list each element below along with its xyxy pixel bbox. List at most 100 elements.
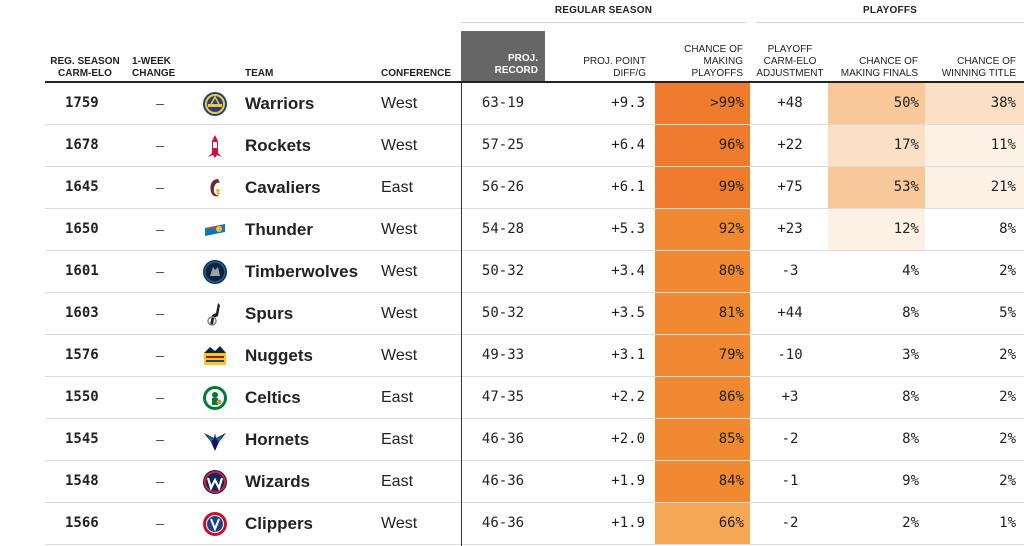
table-row[interactable]: 1548 – Wizards East 46-36 +1.9 84% -1 9% 2%: [45, 461, 1024, 503]
proj-diff-cell: +2.2: [611, 389, 645, 405]
playoff-adj-cell: +44: [777, 305, 803, 321]
timberwolves-logo: [202, 259, 228, 285]
col-header-team[interactable]: TEAM: [245, 30, 325, 80]
col-header-reg-elo-line1: REG. SEASON: [50, 56, 120, 67]
team-name: Celtics: [245, 388, 301, 407]
team-name: Timberwolves: [245, 262, 359, 281]
col-header-win-title[interactable]: CHANCE OF WINNING TITLE: [925, 30, 1016, 80]
proj-record-cell: 47-35: [481, 389, 525, 405]
proj-record-cell: 63-19: [481, 95, 525, 111]
make-finals-cell: 4%: [902, 263, 919, 279]
playoffs-cell-background: [655, 419, 750, 460]
week-change-cell: –: [156, 389, 164, 405]
team-name: Spurs: [245, 304, 294, 323]
make-finals-cell: 8%: [902, 305, 919, 321]
win-title-cell: 38%: [990, 95, 1016, 111]
playoffs-cell-background: [655, 209, 750, 250]
proj-diff-cell: +3.5: [611, 305, 645, 321]
table-row[interactable]: 1550 – Celtics East 47-35 +2.2 86% +3 8% 2%: [45, 377, 1024, 419]
make-finals-cell: 8%: [902, 389, 919, 405]
spurs-logo: [202, 301, 228, 327]
reg-elo-cell: 1601: [65, 263, 99, 279]
col-header-week-change[interactable]: 1-WEEK CHANGE: [132, 30, 192, 80]
reg-elo-cell: 1550: [65, 389, 99, 405]
col-header-proj-diff-line1: PROJ. POINT: [583, 56, 646, 67]
playoffs-cell-background: [655, 293, 750, 334]
proj-diff-cell: +9.3: [611, 95, 645, 111]
conference-cell: West: [381, 515, 418, 532]
playoff-adj-cell: +48: [777, 95, 803, 111]
week-change-cell: –: [156, 137, 164, 153]
reg-elo-cell: 1548: [65, 473, 99, 489]
conference-cell: East: [381, 431, 414, 448]
team-name: Wizards: [245, 472, 311, 491]
col-header-win-title-line1: CHANCE OF: [957, 56, 1016, 67]
col-header-team-line1: TEAM: [245, 68, 274, 79]
col-header-win-title-line2: WINNING TITLE: [941, 68, 1016, 79]
week-change-cell: –: [156, 221, 164, 237]
conference-cell: West: [381, 263, 418, 280]
title-cell-background: [925, 167, 1024, 208]
playoff-adj-cell: -1: [781, 473, 799, 489]
col-header-week-change-line2: CHANGE: [132, 68, 176, 79]
table-row[interactable]: 1678 – Rockets West 57-25 +6.4 96% +22 17% 11%: [45, 125, 1024, 167]
table-row[interactable]: 1601 – Timberwolves West 50-32 +3.4 80% -3 4% 2%: [45, 251, 1024, 293]
make-finals-cell: 12%: [893, 221, 919, 237]
playoffs-cell-background: [655, 377, 750, 418]
conference-cell: East: [381, 389, 414, 406]
playoff-adj-cell: +23: [777, 221, 803, 237]
wizards-logo: [202, 469, 228, 495]
proj-record-cell: 50-32: [481, 263, 525, 279]
col-header-proj-record[interactable]: PROJ. RECORD: [461, 31, 545, 82]
win-title-cell: 21%: [990, 179, 1016, 195]
week-change-cell: –: [156, 263, 164, 279]
col-header-conference[interactable]: CONFERENCE: [381, 30, 461, 80]
team-name: Warriors: [245, 94, 315, 113]
make-playoffs-cell: 80%: [718, 263, 744, 279]
team-name: Hornets: [245, 430, 310, 449]
proj-record-cell: 57-25: [481, 137, 525, 153]
table-row[interactable]: 1759 – Warriors West 63-19 +9.3 >99% +48 50% 38%: [45, 83, 1024, 125]
win-title-cell: 2%: [999, 263, 1016, 279]
proj-record-cell: 46-36: [481, 515, 525, 531]
table-row[interactable]: 1545 – Hornets East 46-36 +2.0 85% -2 8% 2%: [45, 419, 1024, 461]
col-header-reg-elo[interactable]: REG. SEASON CARM-ELO: [45, 30, 125, 80]
table-row[interactable]: 1650 – Thunder West 54-28 +5.3 92% +23 12% 8%: [45, 209, 1024, 251]
table-row[interactable]: 1645 – Cavaliers East 56-26 +6.1 99% +75 53% 21%: [45, 167, 1024, 209]
table-row[interactable]: 1566 – Clippers West 46-36 +1.9 66% -2 2% 1%: [45, 503, 1024, 545]
col-header-make-playoffs[interactable]: CHANCE OF MAKING PLAYOFFS: [655, 30, 743, 80]
table-row[interactable]: 1576 – Nuggets West 49-33 +3.1 79% -10 3% 2%: [45, 335, 1024, 377]
rockets-logo: [202, 133, 228, 159]
col-header-playoff-adj[interactable]: PLAYOFF CARM-ELO ADJUSTMENT: [750, 30, 830, 80]
reg-elo-cell: 1576: [65, 347, 99, 363]
reg-elo-cell: 1545: [65, 431, 99, 447]
week-change-cell: –: [156, 515, 164, 531]
make-finals-cell: 3%: [902, 347, 919, 363]
win-title-cell: 2%: [999, 347, 1016, 363]
reg-elo-cell: 1566: [65, 515, 99, 531]
proj-diff-cell: +3.4: [611, 263, 645, 279]
conference-cell: West: [381, 347, 418, 364]
warriors-logo: [202, 91, 228, 117]
make-finals-cell: 50%: [893, 95, 919, 111]
hornets-logo: [202, 427, 228, 453]
col-header-make-finals[interactable]: CHANCE OF MAKING FINALS: [828, 30, 918, 80]
playoff-adj-cell: +3: [781, 389, 799, 405]
proj-record-left-rule: [461, 82, 462, 546]
playoff-adj-cell: -3: [781, 263, 799, 279]
col-header-proj-record-line1: PROJ.: [507, 53, 538, 64]
proj-record-cell: 49-33: [481, 347, 525, 363]
win-title-cell: 2%: [999, 389, 1016, 405]
make-playoffs-cell: 81%: [718, 305, 744, 321]
col-header-proj-diff[interactable]: PROJ. POINT DIFF/G: [548, 30, 646, 80]
week-change-cell: –: [156, 179, 164, 195]
playoffs-cell-background: [655, 251, 750, 292]
regular-season-group-header: REGULAR SEASON: [461, 0, 746, 23]
proj-diff-cell: +6.1: [611, 179, 645, 195]
table-row[interactable]: 1603 – Spurs West 50-32 +3.5 81% +44 8% 5%: [45, 293, 1024, 335]
team-name: Nuggets: [245, 346, 313, 365]
make-playoffs-cell: 86%: [718, 389, 744, 405]
playoffs-cell-background: [655, 335, 750, 376]
conference-cell: West: [381, 305, 418, 322]
col-header-proj-record-line2: RECORD: [494, 65, 538, 76]
